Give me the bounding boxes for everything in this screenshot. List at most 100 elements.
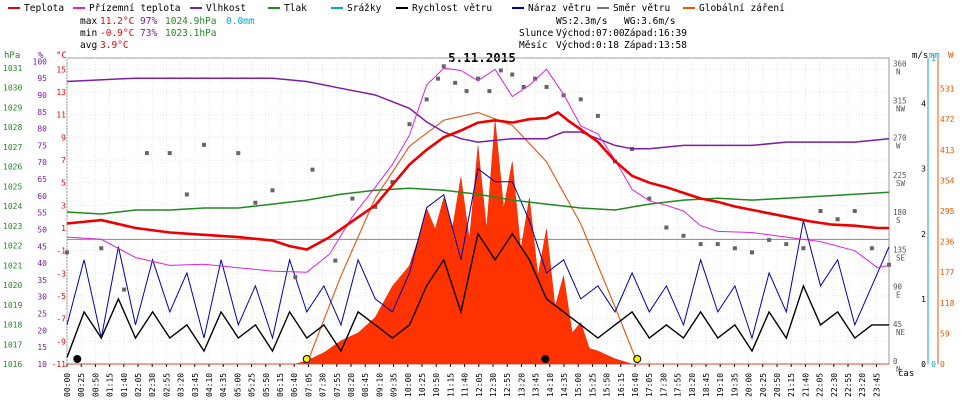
pressure-tick-label: 1027 (3, 143, 22, 152)
direction-tick-label: W (896, 142, 901, 151)
humidity-tick-label: 15 (37, 343, 47, 352)
wind-direction-point (887, 262, 891, 267)
time-tick-label: 05:50 (262, 373, 271, 397)
wind-direction-point (544, 84, 549, 89)
direction-tick-label: N (896, 67, 901, 76)
temperature-line (66, 110, 889, 251)
stats-min-pressure: 1023.1hPa (165, 28, 216, 39)
time-tick-label: 00:50 (91, 373, 100, 397)
time-tick-label: 11:40 (461, 373, 470, 397)
wind-direction-point (453, 80, 458, 85)
wind-direction-point (144, 151, 149, 156)
time-tick-label: 12:30 (489, 373, 498, 397)
time-tick-label: 17:30 (659, 373, 668, 397)
axis-ticks: 1031103010291028102710261025102410231022… (3, 54, 955, 397)
wind-direction-point (441, 64, 446, 69)
time-tick-label: 15:50 (603, 373, 612, 397)
humidity-tick-label: 75 (37, 141, 47, 150)
wind-direction-point (333, 258, 338, 263)
time-tick-label: 22:30 (830, 373, 839, 397)
time-tick-label: 20:25 (759, 373, 768, 397)
moonrise-time: Východ:0:18 (556, 40, 619, 51)
wind-direction-point (270, 188, 275, 193)
time-tick-label: 00:00 (63, 373, 72, 397)
pressure-tick-label: 1031 (3, 64, 22, 73)
time-tick-label: 22:05 (816, 373, 825, 397)
wind-direction-point (818, 209, 823, 213)
humidity-tick-label: 25 (37, 310, 47, 319)
radiation-tick-label: 295 (940, 207, 955, 216)
time-tick-label: 07:30 (319, 373, 328, 397)
radiation-unit: W (948, 51, 954, 61)
legend-item: Vlhkost (206, 3, 246, 14)
time-tick-label: 19:35 (730, 373, 739, 397)
direction-tick-label: E (896, 291, 901, 300)
time-tick-label: 08:45 (361, 373, 370, 397)
time-tick-label: 20:50 (773, 373, 782, 397)
wind-direction-point (835, 217, 840, 222)
stats-panel: max 11.2°C 97% 1024.9hPa 0.0mm min -0.9°… (80, 16, 255, 51)
wind-direction-point (681, 233, 686, 238)
time-tick-label: 06:40 (290, 373, 299, 397)
wind-tick-label: 1 (921, 295, 926, 304)
pressure-tick-label: 1019 (3, 301, 22, 310)
pressure-tick-label: 1025 (3, 182, 22, 191)
wind-direction-point (122, 287, 127, 292)
legend-item: Rychlost větru (412, 3, 492, 14)
legend-item: Náraz větru (528, 3, 591, 14)
time-tick-label: 17:55 (674, 373, 683, 397)
wind-direction-point (784, 242, 789, 247)
humidity-tick-label: 80 (37, 125, 47, 134)
time-tick-label: 06:15 (276, 373, 285, 397)
pressure-tick-label: 1016 (3, 360, 22, 369)
pressure-tick-label: 1028 (3, 123, 22, 132)
stats-avg-temp: 3.9°C (100, 40, 129, 51)
humidity-tick-label: 45 (37, 242, 47, 251)
legend-item: Globální záření (699, 3, 785, 14)
wind-tick-label: 0 (921, 360, 926, 369)
time-tick-label: 18:20 (688, 373, 697, 397)
pressure-tick-label: 1021 (3, 261, 22, 270)
wind-direction-point (202, 142, 206, 147)
wind-direction-point (510, 72, 515, 77)
wind-direction-point (253, 200, 258, 205)
time-tick-label: 01:40 (120, 373, 129, 397)
wind-direction-point (647, 196, 652, 201)
wind-direction-point (578, 97, 583, 102)
temperature-tick-label: -3 (56, 269, 66, 278)
wind-gust-line (66, 167, 890, 340)
humidity-tick-label: 95 (37, 74, 47, 83)
time-tick-label: 00:25 (77, 373, 86, 397)
pressure-tick-label: 1018 (3, 321, 22, 330)
time-tick-label: 23:45 (872, 373, 881, 397)
pressure-tick-label: 1020 (3, 281, 22, 290)
wind-direction-point (498, 68, 503, 73)
rain-unit: mm (929, 51, 940, 61)
direction-tick-label: 135 (893, 245, 907, 254)
temperature-tick-label: 1 (61, 224, 66, 233)
avg-wind-gust: WG:3.6m/s (624, 16, 675, 27)
humidity-tick-label: 100 (33, 57, 48, 66)
legend-item: Tlak (284, 3, 307, 14)
radiation-tick-label: 472 (940, 115, 955, 124)
temperature-unit: °C (56, 51, 67, 61)
temperature-tick-label: -1 (56, 247, 66, 256)
global-radiation-area (67, 120, 889, 365)
time-tick-label: 10:00 (404, 373, 413, 397)
time-axis-label: čas (898, 368, 914, 379)
wind-direction-point (236, 151, 241, 156)
stats-max-pressure: 1024.9hPa (165, 16, 216, 27)
time-tick-label: 13:20 (517, 373, 526, 397)
stats-max-rain: 0.0mm (226, 16, 255, 27)
solar-potential-curve (306, 111, 639, 365)
direction-tick-label: N (896, 365, 901, 374)
humidity-tick-label: 65 (37, 175, 47, 184)
wind-direction-point (664, 225, 669, 230)
axis-unit-labels: hPa % °C m/s mm W čas (4, 51, 954, 379)
radiation-tick-label: 177 (940, 268, 955, 277)
humidity-tick-label: 40 (37, 259, 47, 268)
wind-unit: m/s (912, 51, 928, 61)
wind-direction-point (390, 180, 395, 185)
wind-direction-point (869, 246, 874, 251)
radiation-tick-label: 413 (940, 146, 955, 155)
